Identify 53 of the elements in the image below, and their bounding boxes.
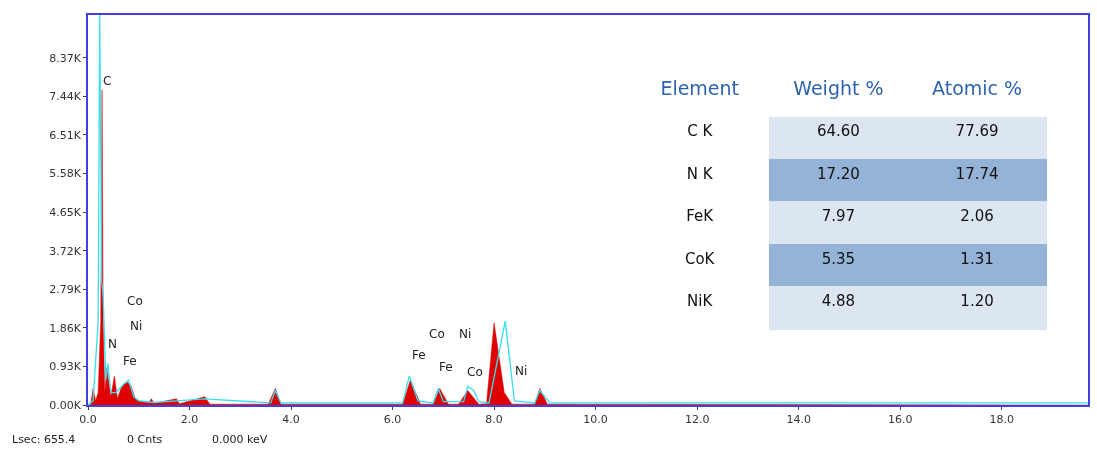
y-tick-label: 2.79K — [49, 283, 82, 297]
y-tick-label: 4.65K — [49, 205, 82, 219]
y-tick-label: 7.44K — [49, 90, 82, 104]
data-label: 64.60 — [816, 122, 860, 141]
series-label: Atomic % — [932, 77, 1023, 100]
y-tick-label: 0.00K — [49, 398, 82, 412]
annotation: Ni — [459, 327, 472, 341]
annotation: Ni — [515, 364, 528, 378]
annotation: Co — [467, 365, 483, 379]
data-label: 2.06 — [960, 207, 994, 226]
y-tick-label: 1.86K — [49, 321, 82, 335]
data-label: 5.35 — [821, 249, 856, 268]
data-label: 77.69 — [955, 122, 999, 141]
data-label: 4.88 — [821, 292, 856, 311]
text: 0 Cnts — [127, 433, 163, 446]
y-tick-label: 6.51K — [49, 128, 82, 142]
data-label: 17.74 — [955, 164, 999, 183]
annotation: C — [103, 74, 112, 88]
annotation: Fe — [412, 348, 426, 362]
y-tick-label: 8.37K — [49, 51, 82, 65]
x-tick-label: 12.0 — [684, 412, 710, 426]
category-label: FeK — [686, 207, 715, 226]
x-tick-label: 0.0 — [79, 412, 97, 426]
annotation: Fe — [123, 354, 137, 368]
text: Lsec: 655.4 — [12, 433, 76, 446]
x-tick-label: 6.0 — [383, 412, 402, 426]
line-series — [88, 15, 1088, 405]
y-tick-label: 5.58K — [49, 167, 82, 181]
x-tick-label: 8.0 — [485, 412, 503, 426]
annotation: Fe — [439, 360, 453, 374]
x-tick-label: 16.0 — [887, 412, 913, 426]
data-label: 1.20 — [960, 292, 994, 311]
x-tick-label: 4.0 — [282, 412, 300, 426]
text: 0.000 keV — [212, 433, 268, 446]
annotation: Co — [429, 327, 445, 341]
y-tick-label: 0.93K — [49, 360, 82, 374]
data-label: 17.20 — [816, 164, 860, 183]
category-label: CoK — [684, 249, 716, 268]
y-tick-label: 3.72K — [49, 244, 82, 258]
x-tick-label: 14.0 — [786, 412, 811, 426]
x-tick-label: 10.0 — [583, 412, 608, 426]
data-label: 1.31 — [960, 249, 994, 268]
category-label: N K — [686, 164, 714, 183]
x-tick-label: 2.0 — [180, 412, 199, 426]
category-label: NiK — [687, 292, 714, 311]
text: Element — [660, 77, 740, 100]
data-label: 7.97 — [821, 207, 856, 226]
series-label: Weight % — [793, 77, 884, 100]
annotation: Ni — [130, 319, 143, 333]
x-tick-label: 18.0 — [989, 412, 1014, 426]
annotation: N — [108, 337, 117, 351]
annotation: Co — [127, 294, 143, 308]
category-label: C K — [687, 122, 714, 141]
